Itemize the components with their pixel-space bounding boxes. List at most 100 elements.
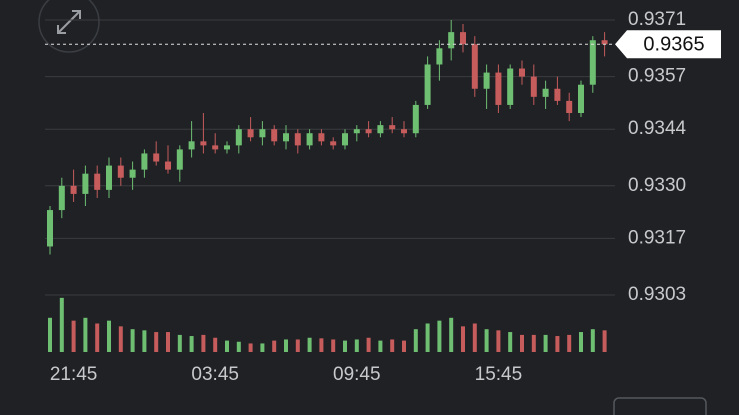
candle-body <box>247 129 254 138</box>
volume-bar <box>201 334 206 352</box>
volume-bar <box>166 332 170 352</box>
candle-body <box>353 129 360 134</box>
candle-body <box>188 141 195 150</box>
volume-bar <box>390 339 395 352</box>
candle-body <box>176 149 183 170</box>
y-tick-label: 0.9317 <box>628 227 686 248</box>
volume-bar <box>449 317 454 352</box>
volume-bar <box>343 340 347 352</box>
volume-bar <box>154 332 159 352</box>
volume-bar <box>71 320 76 352</box>
candle-body <box>283 133 289 142</box>
y-tick-label: 0.9371 <box>628 9 686 30</box>
candle-body <box>365 129 372 134</box>
volume-bar <box>520 334 524 352</box>
y-tick-label: 0.9357 <box>628 66 686 87</box>
volume-bar <box>83 317 88 352</box>
candle-body <box>224 145 230 150</box>
candle-body <box>200 141 207 146</box>
last-price-label: 0.9365 <box>643 34 704 56</box>
candle-body <box>153 153 160 162</box>
volume-bar <box>142 330 147 352</box>
candle-body <box>412 104 419 134</box>
candle-body <box>330 141 337 146</box>
volume-bar <box>354 339 359 352</box>
expand-circle[interactable] <box>38 0 100 53</box>
candle-body <box>566 100 573 114</box>
candle-body <box>306 133 313 146</box>
volume-bar <box>437 320 442 352</box>
volume-bar <box>602 330 607 352</box>
volume-bar <box>531 334 536 352</box>
candle-body <box>235 129 242 146</box>
candle-body <box>58 185 65 211</box>
candle-body <box>94 173 101 190</box>
candle-body <box>495 72 502 105</box>
volume-bar <box>189 336 194 352</box>
expand-button[interactable] <box>38 0 100 53</box>
y-tick-label: 0.9344 <box>628 118 687 139</box>
bottom-button[interactable] <box>613 397 707 415</box>
candle-body <box>389 125 396 130</box>
x-tick-label: 03:45 <box>191 364 239 385</box>
x-tick-label: 21:45 <box>50 364 98 385</box>
volume-bar <box>590 329 595 352</box>
candle-body <box>436 48 443 65</box>
candle-body <box>448 32 455 49</box>
candle-body <box>483 72 490 89</box>
candle-body <box>165 161 171 170</box>
volume-bar <box>319 338 324 352</box>
volume-bar <box>378 340 383 352</box>
candle-body <box>578 84 584 114</box>
candle-body <box>471 44 478 89</box>
candle-body <box>460 32 466 45</box>
candle-body <box>117 165 124 178</box>
volume-bar <box>284 339 288 352</box>
expand-icon[interactable] <box>57 10 81 34</box>
candle-body <box>106 165 112 190</box>
volume-bar <box>331 339 336 352</box>
volume-bar <box>307 337 312 352</box>
last-price-tag <box>615 30 721 59</box>
volume-bar <box>508 332 513 352</box>
volume-bar <box>461 326 465 352</box>
candle-body <box>401 129 407 134</box>
candle-body <box>554 88 561 101</box>
volume-bar <box>413 329 418 352</box>
volume-bar <box>555 336 560 352</box>
candle-body <box>601 40 608 45</box>
x-tick-label: 15:45 <box>475 364 523 385</box>
candle-body <box>129 169 136 178</box>
candle-body <box>259 129 266 138</box>
candle-body <box>589 40 596 85</box>
candle-body <box>294 133 301 146</box>
volume-bar <box>295 339 300 352</box>
candle-body <box>212 145 219 150</box>
candle-body <box>342 133 348 146</box>
candle-body <box>47 210 53 247</box>
candle-body <box>507 68 514 105</box>
volume-bar <box>543 334 548 352</box>
volume-bar <box>402 340 406 352</box>
volume-bar <box>130 329 135 352</box>
volume-bar <box>579 332 583 352</box>
candle-body <box>542 88 549 97</box>
y-tick-label: 0.9303 <box>628 284 686 305</box>
volume-bar <box>213 337 218 352</box>
candle-body <box>271 129 278 142</box>
volume-bar <box>260 343 265 352</box>
volume-bar <box>225 340 229 352</box>
volume-bar <box>567 334 572 352</box>
volume-bar <box>425 323 430 352</box>
candle-body <box>424 64 431 105</box>
candle-body <box>530 76 537 97</box>
volume-bar <box>118 326 123 352</box>
volume-bar <box>484 329 489 352</box>
candle-body <box>70 185 77 194</box>
candle-body <box>82 173 89 194</box>
volume-bar <box>366 337 371 352</box>
volume-bar <box>95 323 100 352</box>
